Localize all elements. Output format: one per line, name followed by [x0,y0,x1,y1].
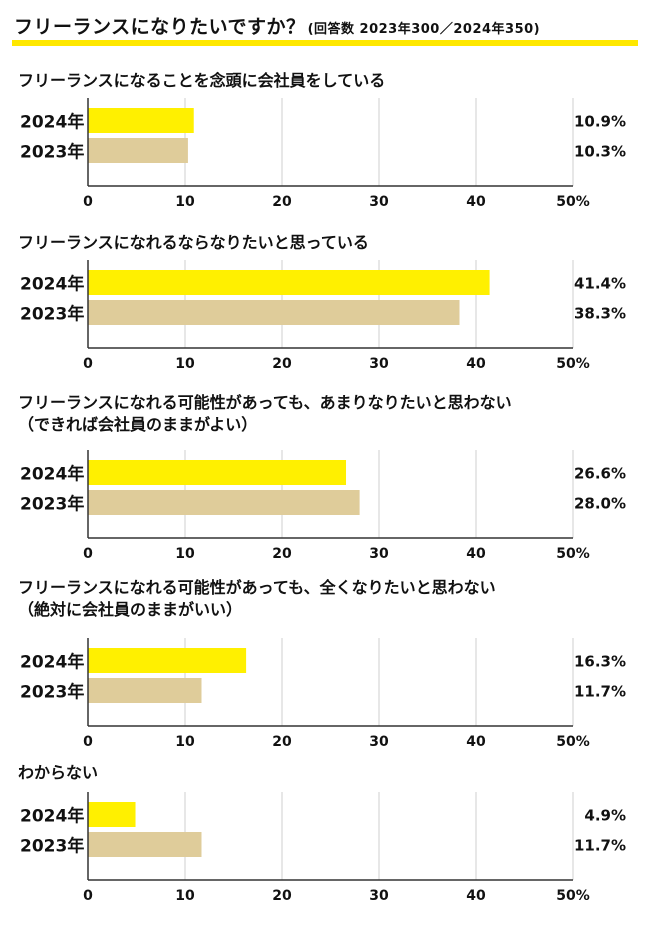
data-label: 38.3% [574,305,626,323]
tick-label: 40 [466,734,486,750]
panel-4: フリーランスになれる可能性があっても、全くなりたいと思わない （絶対に会社員のま… [0,577,655,757]
tick-label: 40 [466,194,486,210]
tick-label: 50% [556,194,590,210]
tick-label: 30 [369,546,389,562]
tick-label: 50% [556,546,590,562]
category-label: 2023年 [20,494,84,515]
tick-label: 40 [466,546,486,562]
tick-label: 10 [175,356,195,372]
data-label: 10.9% [574,113,626,131]
category-label: 2023年 [20,142,84,163]
panel-question: フリーランスになれる可能性があっても、あまりなりたいと思わない （できれば会社員… [18,392,512,436]
chart-subtitle: (回答数 2023年300／2024年350) [307,22,541,37]
bar-1 [88,138,188,163]
bar-1 [88,300,460,325]
tick-label: 50% [556,356,590,372]
category-label: 2024年 [20,112,84,133]
data-label: 11.7% [574,683,626,701]
panel-1: フリーランスになることを念頭に会社員をしている 2024年 10.9% 2023年 1… [0,70,655,250]
bar-chart-1: 2024年 10.9% 2023年 10.3% 0 10 20 30 40 50% [20,98,626,210]
tick-label: 30 [369,734,389,750]
category-label: 2023年 [20,682,84,703]
tick-label: 20 [272,734,292,750]
data-label: 26.6% [574,465,626,483]
bar-0 [88,648,247,673]
category-label: 2024年 [20,806,84,827]
tick-label: 0 [83,356,93,372]
question-line-1: フリーランスになれるならなりたいと思っている [18,233,369,252]
data-label: 11.7% [574,837,626,855]
data-label: 4.9% [584,807,626,825]
tick-label: 40 [466,356,486,372]
data-label: 10.3% [574,143,626,161]
tick-label: 30 [369,888,389,904]
category-label: 2023年 [20,304,84,325]
bar-0 [88,460,347,485]
panel-3: フリーランスになれる可能性があっても、あまりなりたいと思わない （できれば会社員… [0,392,655,572]
panel-question: わからない [18,762,98,784]
question-line-1: フリーランスになれる可能性があっても、あまりなりたいと思わない [18,393,512,412]
panel-2: フリーランスになれるならなりたいと思っている 2024年 41.4% 2023年 38… [0,232,655,412]
tick-label: 30 [369,194,389,210]
bar-chart-3: 2024年 26.6% 2023年 28.0% 0 10 20 30 40 50% [20,450,626,562]
panel-question: フリーランスになることを念頭に会社員をしている [18,70,385,92]
bar-0 [88,802,136,827]
category-label: 2024年 [20,464,84,485]
tick-label: 30 [369,356,389,372]
tick-label: 10 [175,888,195,904]
bar-chart-2: 2024年 41.4% 2023年 38.3% 0 10 20 30 40 50% [20,260,626,372]
panel-5: わからない 2024年 4.9% 2023年 11.7% 0 10 20 30 40 50% [0,762,655,942]
bar-chart-5: 2024年 4.9% 2023年 11.7% 0 10 20 30 40 50% [20,792,626,904]
bar-0 [88,108,194,133]
tick-label: 10 [175,734,195,750]
question-line-2: （できれば会社員のままがよい） [18,415,258,434]
panel-question: フリーランスになれる可能性があっても、全くなりたいと思わない （絶対に会社員のま… [18,577,496,621]
title-underline [12,40,638,46]
tick-label: 50% [556,888,590,904]
bar-1 [88,490,360,515]
question-line-1: わからない [18,763,99,782]
tick-label: 20 [272,194,292,210]
tick-label: 20 [272,356,292,372]
question-line-1: フリーランスになることを念頭に会社員をしている [18,71,386,90]
panel-question: フリーランスになれるならなりたいと思っている [18,232,369,254]
tick-label: 10 [175,546,195,562]
question-line-1: フリーランスになれる可能性があっても、全くなりたいと思わない [18,578,496,597]
category-label: 2024年 [20,652,84,673]
tick-label: 0 [83,546,93,562]
category-label: 2024年 [20,274,84,295]
tick-label: 20 [272,888,292,904]
tick-label: 40 [466,888,486,904]
bar-1 [88,678,202,703]
tick-label: 0 [83,888,93,904]
question-line-2: （絶対に会社員のままがいい） [18,600,243,619]
chart-title-text: フリーランスになりたいですか？ [14,16,306,38]
tick-label: 50% [556,734,590,750]
bar-1 [88,832,202,857]
bar-chart-4: 2024年 16.3% 2023年 11.7% 0 10 20 30 40 50% [20,638,626,750]
chart-title: フリーランスになりたいですか？ (回答数 2023年300／2024年350) [14,12,540,39]
tick-label: 0 [83,734,93,750]
category-label: 2023年 [20,836,84,857]
tick-label: 0 [83,194,93,210]
data-label: 28.0% [574,495,626,513]
tick-label: 10 [175,194,195,210]
data-label: 41.4% [574,275,626,293]
tick-label: 20 [272,546,292,562]
data-label: 16.3% [574,653,626,671]
bar-0 [88,270,490,295]
